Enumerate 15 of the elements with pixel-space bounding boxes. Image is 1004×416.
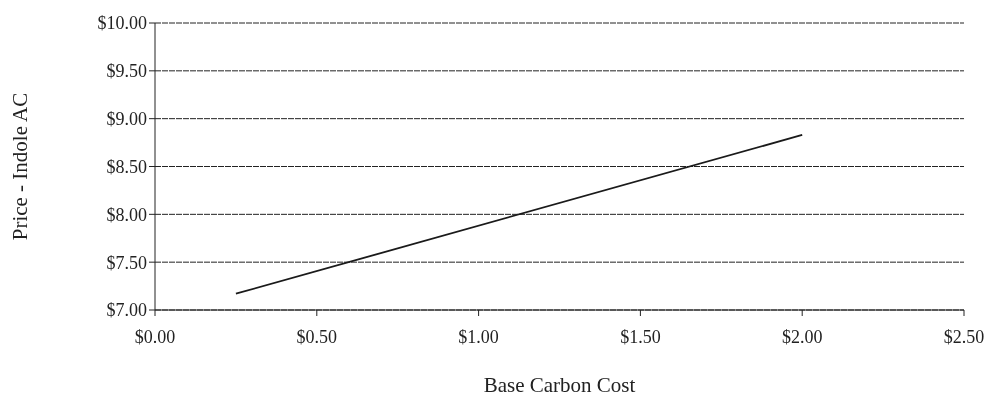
y-tick-label: $7.50 xyxy=(106,252,147,273)
x-axis-title: Base Carbon Cost xyxy=(483,373,636,397)
x-tick-label: $1.00 xyxy=(458,326,499,347)
y-tick-label: $9.50 xyxy=(106,61,147,82)
y-tick-label: $8.00 xyxy=(106,204,147,225)
y-tick-label: $9.00 xyxy=(106,109,147,130)
x-tick-label: $0.50 xyxy=(296,326,338,347)
y-axis-title: Price - Indole AC xyxy=(8,92,33,241)
y-tick-label: $8.50 xyxy=(106,156,147,177)
x-tick-label: $0.00 xyxy=(134,326,176,347)
x-tick-label: $2.50 xyxy=(943,326,985,347)
y-tick-label: $7.00 xyxy=(106,300,147,321)
y-tick-label: $10.00 xyxy=(97,13,147,34)
x-tick-label: $2.00 xyxy=(781,326,823,347)
x-tick-label: $1.50 xyxy=(620,326,661,347)
